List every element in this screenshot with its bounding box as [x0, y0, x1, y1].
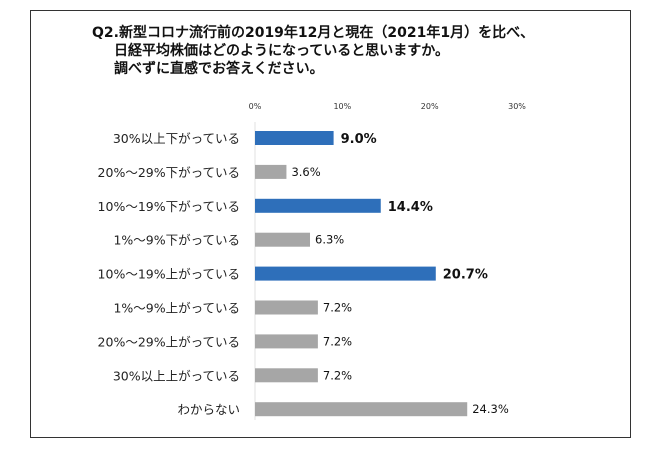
bar: [255, 164, 287, 179]
category-label: 20%～29%下がっている: [98, 165, 240, 180]
x-tick-label: 20%: [421, 102, 439, 111]
bar: [255, 131, 334, 145]
title-line-1: Q2.新型コロナ流行前の2019年12月と現在（2021年1月）を比べ、: [92, 25, 535, 41]
bar: [255, 232, 311, 247]
category-label: わからない: [177, 402, 240, 417]
chart-title: Q2.新型コロナ流行前の2019年12月と現在（2021年1月）を比べ、 日経平…: [92, 24, 534, 78]
category-label: 20%～29%上がっている: [98, 334, 240, 349]
data-label: 20.7%: [443, 268, 488, 283]
data-label: 14.4%: [388, 200, 433, 215]
bar: [255, 198, 381, 213]
title-line-2: 日経平均株価はどのようになっていると思いますか。: [114, 43, 450, 59]
title-line-3: 調べずに直感でお答えください。: [114, 61, 324, 77]
x-tick-label: 30%: [508, 102, 526, 111]
data-label: 7.2%: [323, 368, 352, 382]
category-label: 1%～9%下がっている: [113, 233, 240, 248]
category-label: 30%以上下がっている: [113, 131, 240, 146]
bar: [255, 402, 468, 417]
x-tick-label: 10%: [333, 102, 351, 111]
data-label: 7.2%: [323, 334, 352, 348]
data-label: 9.0%: [341, 132, 377, 147]
category-label: 30%以上上がっている: [113, 368, 240, 383]
data-label: 7.2%: [323, 301, 352, 315]
chart-frame: [30, 10, 631, 438]
data-label: 24.3%: [472, 402, 509, 416]
bar: [255, 266, 436, 281]
x-tick-label: 0%: [249, 102, 262, 111]
bar: [255, 300, 318, 315]
data-label: 6.3%: [315, 233, 344, 247]
category-label: 10%～19%下がっている: [98, 199, 240, 214]
bar: [255, 368, 318, 383]
category-label: 10%～19%上がっている: [98, 267, 240, 282]
bar: [255, 334, 318, 349]
data-label: 3.6%: [291, 165, 320, 179]
category-label: 1%～9%上がっている: [113, 301, 240, 316]
